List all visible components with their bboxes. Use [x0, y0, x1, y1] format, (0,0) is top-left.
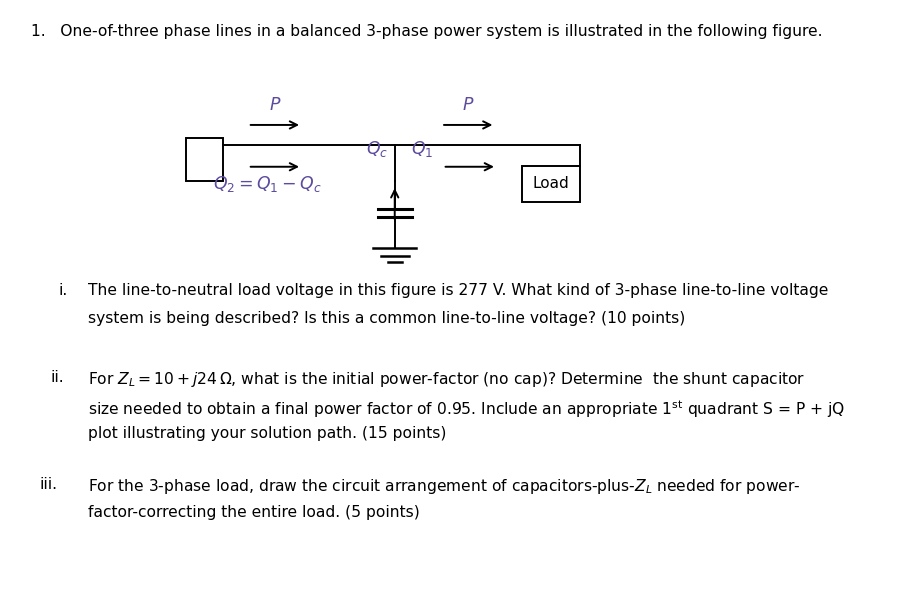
- Text: size needed to obtain a final power factor of 0.95. Include an appropriate 1$^{\: size needed to obtain a final power fact…: [87, 398, 845, 419]
- Text: system is being described? Is this a common line-to-line voltage? (10 points): system is being described? Is this a com…: [87, 311, 685, 326]
- Text: The line-to-neutral load voltage in this figure is 277 V. What kind of 3-phase l: The line-to-neutral load voltage in this…: [87, 283, 828, 298]
- Text: $Q_1$: $Q_1$: [410, 140, 433, 160]
- Text: 1.   One-of-three phase lines in a balanced 3-phase power system is illustrated : 1. One-of-three phase lines in a balance…: [31, 25, 823, 39]
- Text: ii.: ii.: [50, 370, 64, 385]
- Text: plot illustrating your solution path. (15 points): plot illustrating your solution path. (1…: [87, 426, 446, 441]
- Bar: [186, 138, 223, 181]
- Text: iii.: iii.: [39, 478, 57, 492]
- Text: factor-correcting the entire load. (5 points): factor-correcting the entire load. (5 po…: [87, 505, 420, 520]
- Text: For $Z_L = 10 + j24\,\Omega$, what is the initial power-factor (no cap)? Determi: For $Z_L = 10 + j24\,\Omega$, what is th…: [87, 370, 805, 389]
- Text: Load: Load: [532, 176, 570, 191]
- Text: $P$: $P$: [462, 97, 474, 114]
- Bar: [522, 166, 581, 201]
- Text: $Q_2 = Q_1 - Q_c$: $Q_2 = Q_1 - Q_c$: [213, 174, 321, 194]
- Text: i.: i.: [58, 283, 67, 298]
- Text: $Q_c$: $Q_c$: [366, 140, 388, 160]
- Text: $P$: $P$: [268, 97, 281, 114]
- Text: For the 3-phase load, draw the circuit arrangement of capacitors-plus-$Z_L$ need: For the 3-phase load, draw the circuit a…: [87, 478, 800, 497]
